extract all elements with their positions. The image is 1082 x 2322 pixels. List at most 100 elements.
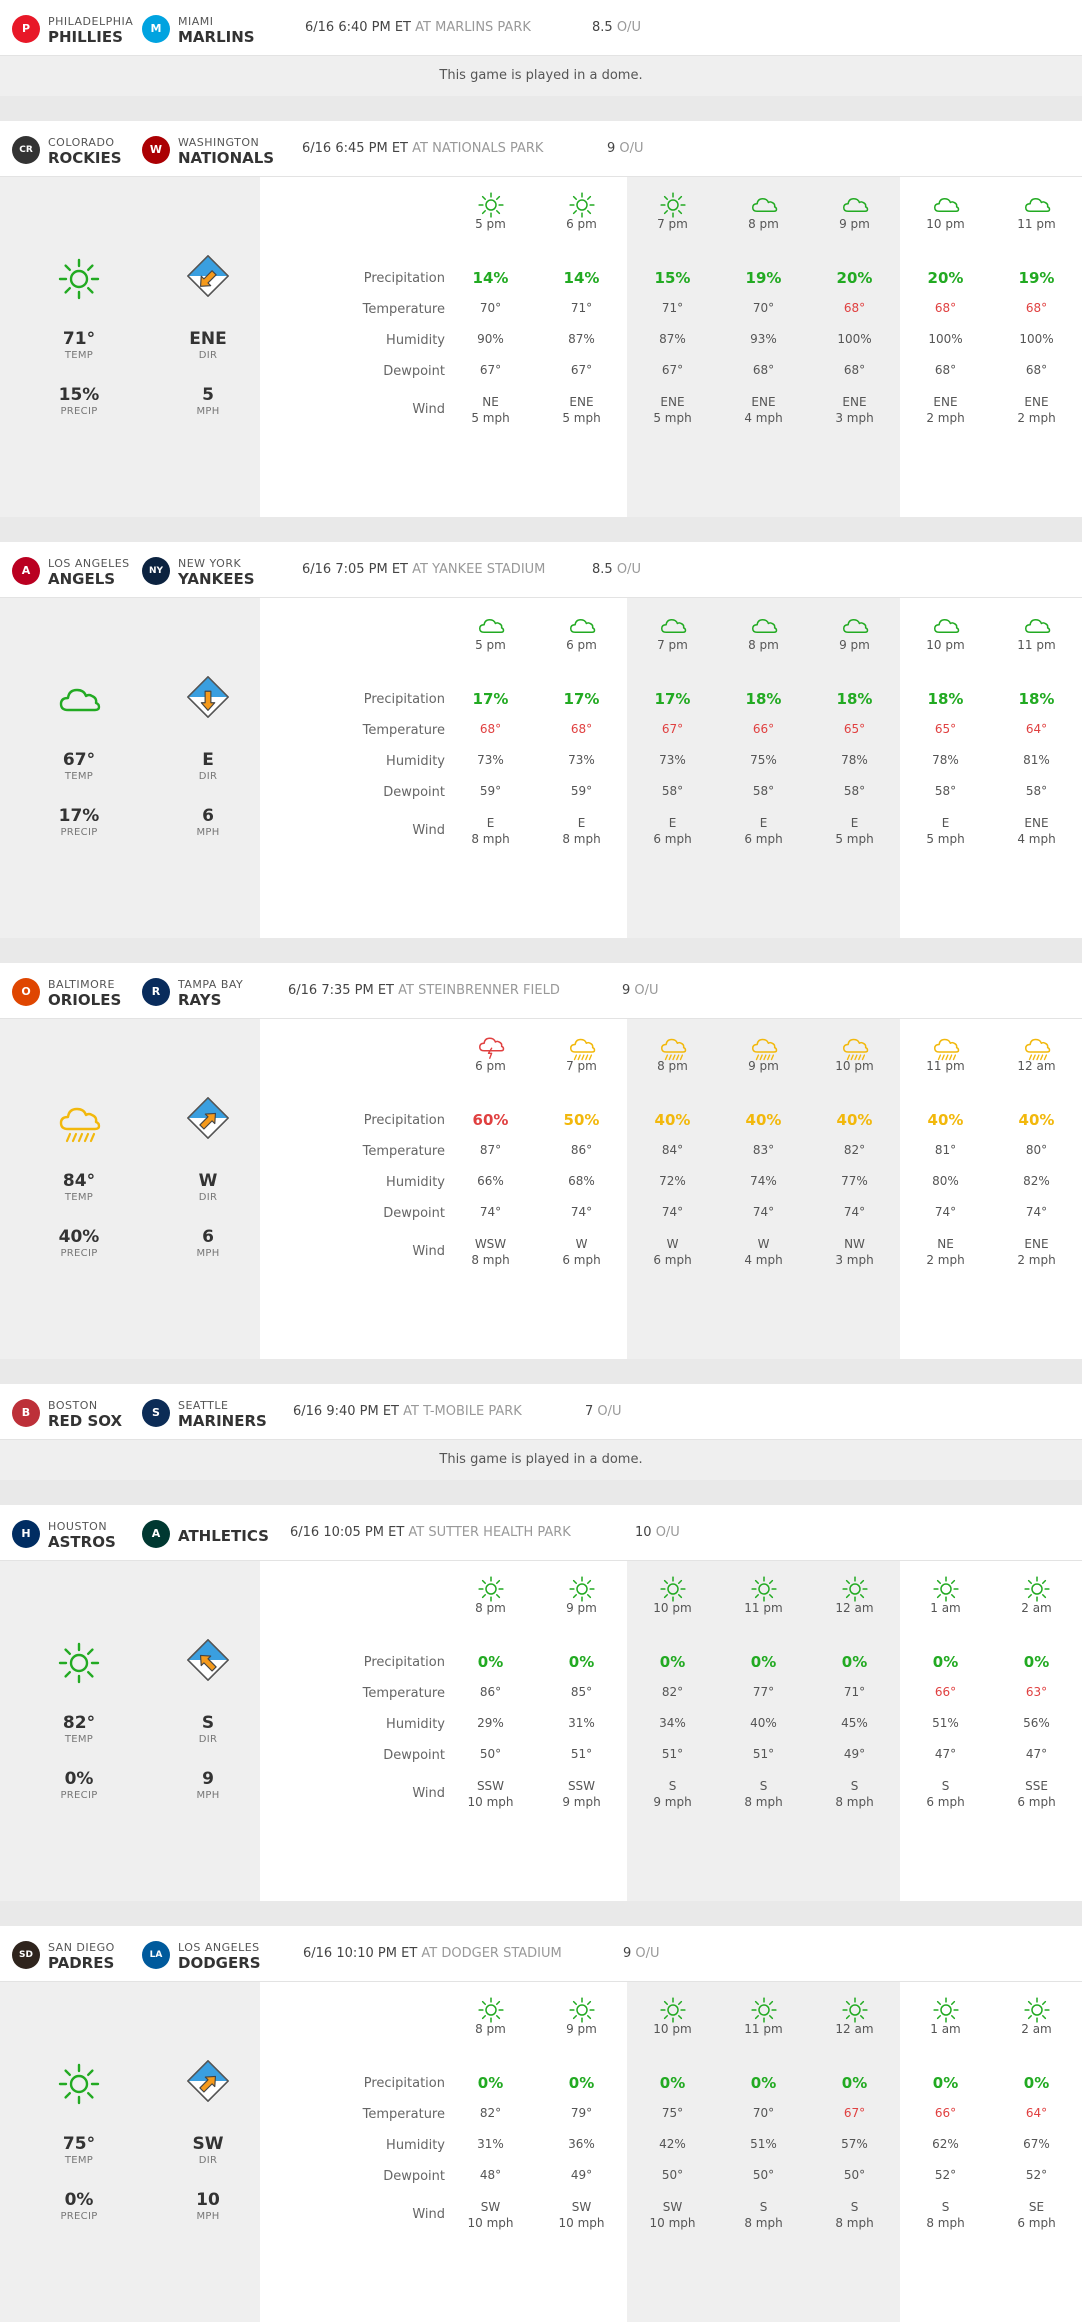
- home-team-city: WASHINGTON: [178, 136, 260, 149]
- over-under: 8.5 O/U: [592, 562, 641, 577]
- hour-wind-dir: SSW: [567, 1779, 596, 1793]
- hour-wind: ENE 5 mph: [627, 394, 718, 426]
- hour-wind-dir: NE: [937, 1237, 954, 1251]
- summary-temp: 84°: [62, 1171, 96, 1191]
- summary-wind-dir-label: DIR: [198, 350, 218, 361]
- hour-precip: 14%: [563, 269, 600, 287]
- hour-wind-speed: 6 mph: [653, 832, 692, 846]
- game-header: H HOUSTON ASTROS A ATHLETICS 6/16 10:05 PM ET…: [0, 1505, 1082, 1561]
- hour-temp: 66°: [934, 2106, 957, 2120]
- cloud-icon: [1022, 611, 1052, 641]
- hour-wind-speed: 8 mph: [744, 2216, 783, 2230]
- hour-wind-speed: 8 mph: [744, 1795, 783, 1809]
- humidity-row-label: Humidity: [386, 333, 445, 348]
- hour-humidity: 34%: [659, 1716, 686, 1730]
- hour-column: 11 pm 0% 70° 51% 50° S 8 mph: [718, 1982, 809, 2322]
- hour-wind-dir: ENE: [751, 395, 776, 409]
- hour-time: 5 pm: [475, 638, 506, 652]
- hourly-forecast: Precipitation Temperature Humidity Dewpoint…: [260, 1019, 1082, 1359]
- hour-precip: 40%: [927, 1111, 964, 1129]
- away-team-name: PHILLIES: [48, 28, 123, 46]
- hour-precip: 18%: [927, 690, 964, 708]
- hour-wind-speed: 3 mph: [835, 1253, 874, 1267]
- hour-dewpoint: 51°: [570, 1747, 593, 1761]
- hour-wind: E 8 mph: [536, 815, 627, 847]
- summary-temp: 71°: [62, 329, 96, 349]
- ballpark-name[interactable]: AT YANKEE STADIUM: [412, 562, 546, 577]
- ballpark-name[interactable]: AT T-MOBILE PARK: [403, 1404, 522, 1419]
- cloud-icon: [476, 611, 506, 641]
- ballpark-name[interactable]: AT MARLINS PARK: [415, 20, 531, 35]
- hour-column: 9 pm 0% 79° 36% 49° SW 10 mph: [536, 1982, 627, 2322]
- hour-dewpoint: 52°: [934, 2168, 957, 2182]
- hour-humidity: 29%: [477, 1716, 504, 1730]
- hour-temp: 70°: [752, 2106, 775, 2120]
- hour-temp: 80°: [1025, 1143, 1048, 1157]
- home-team-name: NATIONALS: [178, 149, 275, 167]
- hour-wind-dir: W: [757, 1237, 770, 1251]
- hour-time: 9 pm: [748, 1059, 779, 1073]
- hour-wind-dir: SW: [571, 2200, 592, 2214]
- hour-humidity: 90%: [477, 332, 504, 346]
- hourly-forecast: Precipitation Temperature Humidity Dewpoint…: [260, 1982, 1082, 2322]
- hour-precip: 20%: [836, 269, 873, 287]
- ballpark-name[interactable]: AT NATIONALS PARK: [412, 141, 544, 156]
- sun-icon: [476, 190, 506, 220]
- summary-precip: 15%: [58, 385, 100, 405]
- summary-wind-speed-label: MPH: [196, 406, 220, 417]
- hour-wind: S 8 mph: [809, 2199, 900, 2231]
- sun-icon: [567, 1574, 597, 1604]
- hour-temp: 68°: [570, 722, 593, 736]
- hour-wind-speed: 9 mph: [653, 1795, 692, 1809]
- ballpark-name[interactable]: AT SUTTER HEALTH PARK: [408, 1525, 571, 1540]
- hour-wind: S 9 mph: [627, 1778, 718, 1810]
- summary-wind-dir: E: [202, 750, 214, 770]
- cloud-icon: [931, 611, 961, 641]
- hour-wind: SSE 6 mph: [991, 1778, 1082, 1810]
- hour-wind-speed: 5 mph: [926, 832, 965, 846]
- hour-column: 10 pm 40% 82° 77% 74° NW 3 mph: [809, 1019, 900, 1359]
- hour-wind-speed: 6 mph: [562, 1253, 601, 1267]
- hour-dewpoint: 74°: [661, 1205, 684, 1219]
- game-card: P PHILADELPHIA PHILLIES M MIAMI MARLINS 6/16 6…: [0, 0, 1082, 96]
- hour-temp: 84°: [661, 1143, 684, 1157]
- game-card: H HOUSTON ASTROS A ATHLETICS 6/16 10:05 PM ET…: [0, 1505, 1082, 1901]
- hour-column: 9 pm 40% 83° 74% 74° W 4 mph: [718, 1019, 809, 1359]
- home-team-city: MIAMI: [178, 15, 214, 28]
- hour-time: 1 am: [930, 2022, 961, 2036]
- hour-wind-dir: E: [941, 816, 950, 830]
- home-team-logo: S: [142, 1399, 170, 1427]
- hour-wind: ENE 4 mph: [718, 394, 809, 426]
- hour-temp: 66°: [934, 1685, 957, 1699]
- sun-icon: [931, 1574, 961, 1604]
- ballpark-name[interactable]: AT DODGER STADIUM: [421, 1946, 562, 1961]
- over-under-label: O/U: [597, 1404, 622, 1419]
- row-labels: Precipitation Temperature Humidity Dewpoint…: [260, 598, 445, 938]
- hour-wind: NE 5 mph: [445, 394, 536, 426]
- summary-wind-dir: SW: [192, 2134, 224, 2154]
- hour-time: 12 am: [835, 1601, 874, 1615]
- sun-icon: [1022, 1995, 1052, 2025]
- ballpark-name[interactable]: AT STEINBRENNER FIELD: [398, 983, 560, 998]
- hour-column: 6 pm 14% 71° 87% 67° ENE 5 mph: [536, 177, 627, 517]
- row-labels: Precipitation Temperature Humidity Dewpoint…: [260, 1982, 445, 2322]
- hour-temp: 71°: [661, 301, 684, 315]
- summary-precip-label: PRECIP: [60, 827, 98, 838]
- hour-dewpoint: 58°: [843, 784, 866, 798]
- summary-wind-dir: ENE: [189, 329, 227, 349]
- hour-temp: 86°: [479, 1685, 502, 1699]
- game-time: 6/16 10:10 PM ET AT DODGER STADIUM: [303, 1946, 562, 1961]
- hour-dewpoint: 50°: [843, 2168, 866, 2182]
- hour-time: 2 am: [1021, 1601, 1052, 1615]
- sun-icon: [658, 1574, 688, 1604]
- hour-time: 6 pm: [566, 638, 597, 652]
- summary-precip-label: PRECIP: [60, 2211, 98, 2222]
- hour-humidity: 73%: [659, 753, 686, 767]
- hour-time: 10 pm: [653, 1601, 692, 1615]
- summary-temp: 67°: [62, 750, 96, 770]
- cloud-icon: [55, 676, 103, 724]
- home-team-logo: W: [142, 136, 170, 164]
- hour-time: 11 pm: [1017, 217, 1056, 231]
- summary-wind-speed-label: MPH: [196, 827, 220, 838]
